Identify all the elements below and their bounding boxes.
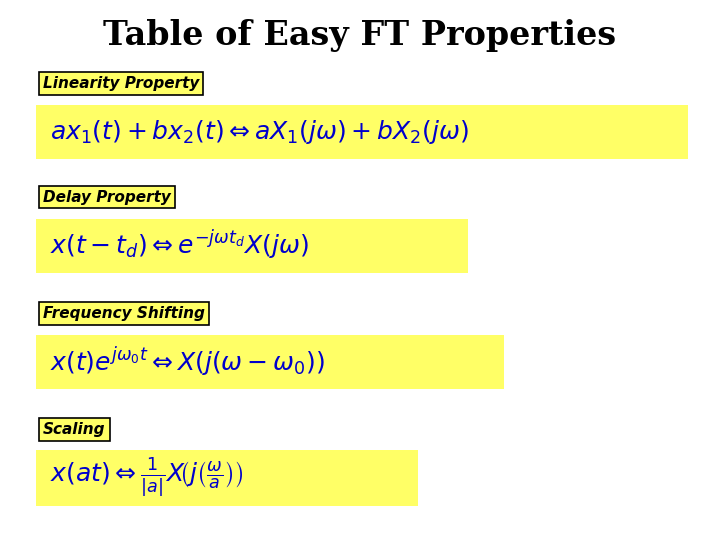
- FancyBboxPatch shape: [36, 335, 504, 389]
- FancyBboxPatch shape: [36, 449, 418, 507]
- Text: $x(t)e^{j\omega_0 t}\Leftrightarrow X(j(\omega-\omega_0))$: $x(t)e^{j\omega_0 t}\Leftrightarrow X(j(…: [50, 345, 325, 379]
- Text: $ax_1(t)+bx_2(t)\Leftrightarrow aX_1(j\omega)+bX_2(j\omega)$: $ax_1(t)+bx_2(t)\Leftrightarrow aX_1(j\o…: [50, 118, 469, 146]
- FancyBboxPatch shape: [36, 105, 688, 159]
- Text: Scaling: Scaling: [43, 422, 106, 437]
- FancyBboxPatch shape: [36, 219, 468, 273]
- Text: $x(t-t_d)\Leftrightarrow e^{-j\omega t_d}X(j\omega)$: $x(t-t_d)\Leftrightarrow e^{-j\omega t_d…: [50, 229, 309, 262]
- Text: Table of Easy FT Properties: Table of Easy FT Properties: [104, 19, 616, 52]
- Text: Linearity Property: Linearity Property: [43, 76, 199, 91]
- Text: Frequency Shifting: Frequency Shifting: [43, 306, 205, 321]
- Text: $x(at)\Leftrightarrow \frac{1}{|a|}X\!\left(j\left(\frac{\omega}{a}\right)\right: $x(at)\Leftrightarrow \frac{1}{|a|}X\!\l…: [50, 457, 243, 499]
- Text: Delay Property: Delay Property: [43, 190, 171, 205]
